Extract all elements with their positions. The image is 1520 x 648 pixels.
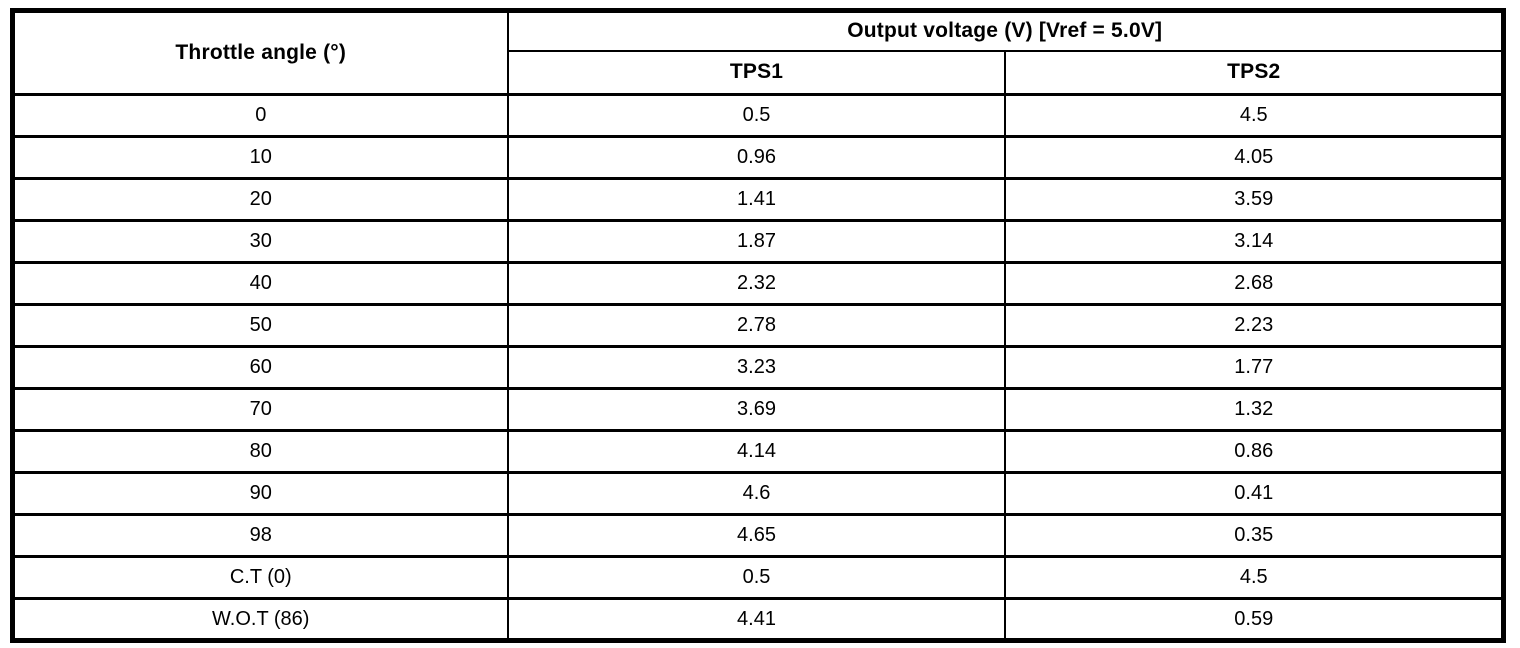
cell-angle: 60 <box>11 345 509 390</box>
cell-tps2: 0.41 <box>1004 471 1505 516</box>
cell-tps1: 3.23 <box>506 345 1007 390</box>
cell-angle: 30 <box>11 219 509 264</box>
cell-tps2: 4.5 <box>1004 555 1505 600</box>
cell-tps1: 1.41 <box>506 177 1007 222</box>
cell-tps1: 4.6 <box>506 471 1007 516</box>
cell-tps2: 1.32 <box>1004 387 1505 432</box>
cell-tps1: 3.69 <box>506 387 1007 432</box>
table-row: 80 4.14 0.86 <box>11 429 1505 474</box>
cell-angle: 70 <box>11 387 509 432</box>
table-row: 60 3.23 1.77 <box>11 345 1505 390</box>
cell-tps1: 2.32 <box>506 261 1007 306</box>
header-tps2: TPS2 <box>1004 49 1505 96</box>
cell-tps1: 1.87 <box>506 219 1007 264</box>
table-body: 0 0.5 4.5 10 0.96 4.05 20 1.41 3.59 30 1… <box>11 93 1505 642</box>
cell-tps2: 2.23 <box>1004 303 1505 348</box>
table-row: 40 2.32 2.68 <box>11 261 1505 306</box>
cell-angle: 50 <box>11 303 509 348</box>
header-row-group: Throttle angle (°) Output voltage (V) [V… <box>11 9 1505 96</box>
cell-angle: C.T (0) <box>11 555 509 600</box>
header-tps1: TPS1 <box>506 49 1007 96</box>
cell-tps1: 0.96 <box>506 135 1007 180</box>
table-row: 20 1.41 3.59 <box>11 177 1505 222</box>
cell-tps1: 2.78 <box>506 303 1007 348</box>
table-row: 98 4.65 0.35 <box>11 513 1505 558</box>
cell-angle: W.O.T (86) <box>11 597 509 642</box>
cell-tps1: 4.65 <box>506 513 1007 558</box>
cell-tps1: 0.5 <box>506 93 1007 138</box>
cell-angle: 98 <box>11 513 509 558</box>
header-output-voltage: Output voltage (V) [Vref = 5.0V] <box>506 9 1505 52</box>
cell-tps2: 4.05 <box>1004 135 1505 180</box>
table-row: 70 3.69 1.32 <box>11 387 1505 432</box>
cell-angle: 40 <box>11 261 509 306</box>
cell-tps1: 4.41 <box>506 597 1007 642</box>
cell-tps2: 0.86 <box>1004 429 1505 474</box>
table-row: 0 0.5 4.5 <box>11 93 1505 138</box>
table-row: 30 1.87 3.14 <box>11 219 1505 264</box>
cell-tps2: 0.35 <box>1004 513 1505 558</box>
header-throttle-angle: Throttle angle (°) <box>11 9 509 96</box>
cell-tps2: 3.59 <box>1004 177 1505 222</box>
cell-angle: 80 <box>11 429 509 474</box>
cell-tps2: 4.5 <box>1004 93 1505 138</box>
cell-tps1: 0.5 <box>506 555 1007 600</box>
cell-angle: 0 <box>11 93 509 138</box>
table-row: C.T (0) 0.5 4.5 <box>11 555 1505 600</box>
tps-voltage-table: Throttle angle (°) Output voltage (V) [V… <box>10 8 1506 643</box>
table-row: W.O.T (86) 4.41 0.59 <box>11 597 1505 642</box>
cell-angle: 10 <box>11 135 509 180</box>
header-row-sub: TPS1 TPS2 <box>13 49 1505 96</box>
cell-angle: 20 <box>11 177 509 222</box>
cell-tps1: 4.14 <box>506 429 1007 474</box>
table-row: 10 0.96 4.05 <box>11 135 1505 180</box>
cell-tps2: 2.68 <box>1004 261 1505 306</box>
cell-tps2: 3.14 <box>1004 219 1505 264</box>
table-row: 90 4.6 0.41 <box>11 471 1505 516</box>
cell-tps2: 1.77 <box>1004 345 1505 390</box>
table-row: 50 2.78 2.23 <box>11 303 1505 348</box>
table-header: Throttle angle (°) Output voltage (V) [V… <box>11 9 1505 96</box>
cell-tps2: 0.59 <box>1004 597 1505 642</box>
cell-angle: 90 <box>11 471 509 516</box>
